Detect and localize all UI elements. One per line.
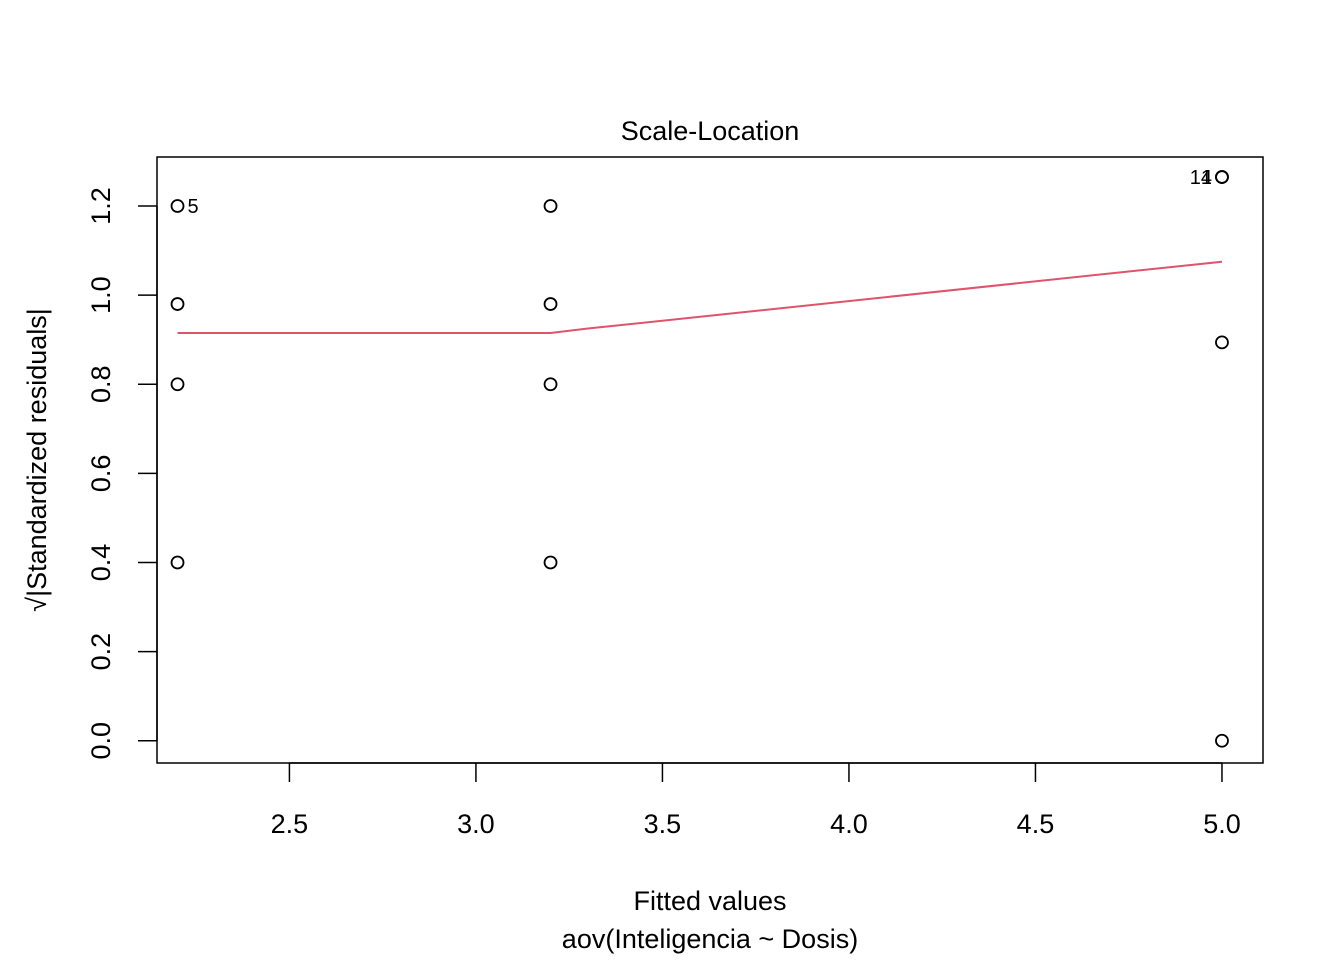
x-axis-label: Fitted values xyxy=(633,886,786,916)
data-point xyxy=(543,555,558,570)
plot-frame xyxy=(156,156,1264,764)
chart-title: Scale-Location xyxy=(621,116,800,146)
data-point xyxy=(1215,335,1229,350)
x-tick-label: 4.5 xyxy=(1017,809,1055,839)
data-point xyxy=(170,377,185,392)
y-tick-label: 0.6 xyxy=(86,455,116,493)
y-tick-label: 1.0 xyxy=(86,276,116,314)
data-point xyxy=(543,199,558,213)
point-label: 14 xyxy=(1190,167,1212,189)
y-axis-label: √|Standardized residuals| xyxy=(22,308,52,612)
data-point xyxy=(543,297,558,311)
x-tick-label: 4.0 xyxy=(830,809,868,839)
data-point xyxy=(543,377,558,392)
y-tick-label: 0.0 xyxy=(86,722,116,760)
smooth-line-group xyxy=(177,260,1223,335)
smooth-line xyxy=(177,260,1223,335)
y-axis: 0.0 0.2 0.4 0.6 0.8 1.0 1.2 xyxy=(86,187,158,760)
data-point xyxy=(1215,170,1229,184)
x-tick-label: 2.5 xyxy=(271,809,309,839)
data-point xyxy=(1215,733,1229,748)
x-tick-label: 3.0 xyxy=(457,809,495,839)
y-tick-label: 0.2 xyxy=(86,633,116,671)
x-tick-label: 5.0 xyxy=(1203,809,1241,839)
y-tick-label: 0.4 xyxy=(86,544,116,582)
data-point xyxy=(170,297,185,311)
point-label: 5 xyxy=(188,196,199,218)
points-group xyxy=(170,170,1229,748)
y-tick-label: 0.8 xyxy=(86,365,116,403)
y-tick-label: 1.2 xyxy=(86,187,116,225)
x-tick-label: 3.5 xyxy=(644,809,682,839)
point-labels-group: 5 141 xyxy=(188,167,1212,218)
x-axis-sublabel: aov(Inteligencia ~ Dosis) xyxy=(562,924,858,954)
point-label: 1 xyxy=(1201,167,1212,189)
x-axis: 2.5 3.0 3.5 4.0 4.5 5.0 xyxy=(271,762,1241,839)
data-point xyxy=(170,199,185,213)
data-point xyxy=(170,555,185,570)
